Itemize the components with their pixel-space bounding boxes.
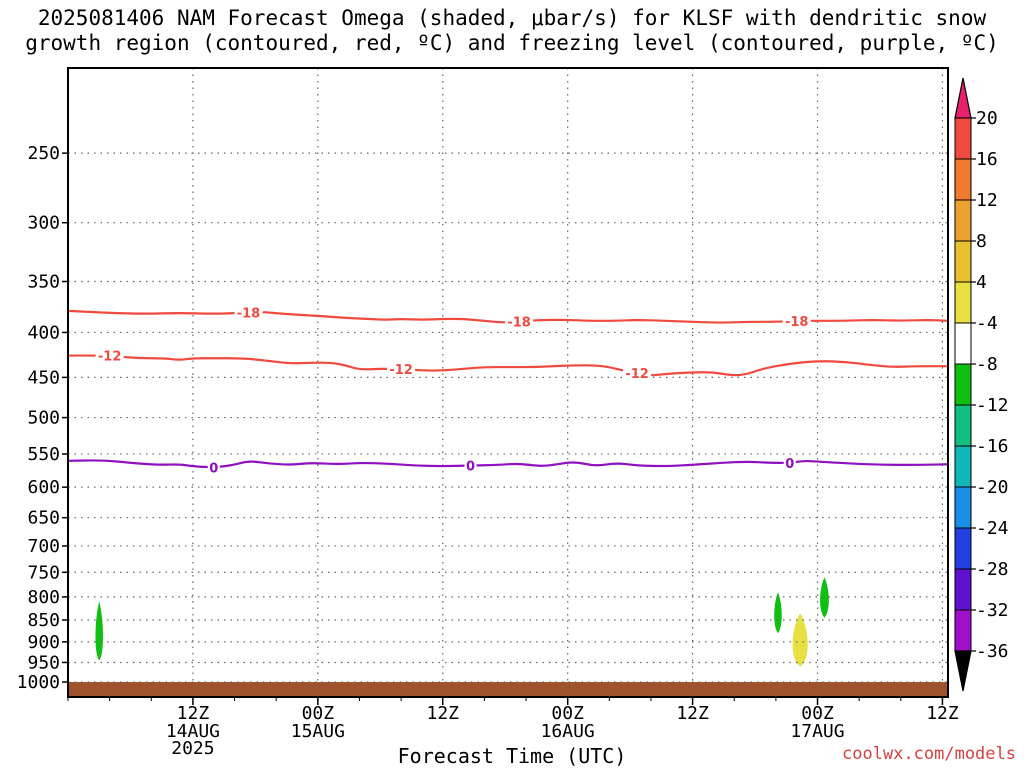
contour-label: 0	[785, 457, 794, 472]
y-tick-label: 1000	[17, 672, 60, 693]
x-tick-label: 00Z	[551, 703, 584, 724]
y-tick-label: 250	[27, 143, 60, 164]
x-tick-date: 14AUG	[166, 721, 220, 742]
omega-neg-right-region	[820, 577, 829, 618]
colorbar-label: -12	[976, 395, 1009, 416]
contour-label-bg	[95, 347, 124, 364]
contour-label: 0	[466, 460, 475, 475]
terrain-fill	[68, 682, 948, 697]
contour-line--12	[68, 354, 948, 377]
contour-label: -12	[389, 363, 413, 378]
colorbar-label: 20	[976, 108, 998, 129]
colorbar-label: -28	[976, 559, 1009, 580]
colorbar-swatch	[954, 609, 972, 652]
y-tick-label: 700	[27, 536, 60, 557]
plot-border	[67, 67, 949, 698]
contour-layer: -18 -18 -18 -12 -12 -12 0 0 0	[67, 304, 949, 477]
omega-shading-layer	[95, 577, 829, 667]
x-tick-label: 12Z	[926, 703, 959, 724]
contour-label: -12	[98, 350, 122, 365]
contour-label: 0	[209, 462, 218, 477]
colorbar-swatch	[954, 117, 972, 160]
contour-label-bg	[207, 459, 220, 476]
colorbar: 20 16 12 8 4 -4 -8 -12 -16 -20 -24 -28 -32 -36	[954, 77, 1009, 692]
contour-label: -18	[785, 315, 809, 330]
y-tick-label: 350	[27, 272, 60, 293]
contour-label-bg	[623, 365, 652, 382]
x-tick-date: 17AUG	[790, 721, 844, 742]
y-tick-label: 900	[27, 632, 60, 653]
y-tick-label: 750	[27, 562, 60, 583]
omega-pos-region	[792, 613, 808, 667]
contour-line-0	[67, 459, 949, 469]
colorbar-swatch	[954, 240, 972, 283]
y-tick-label: 300	[27, 213, 60, 234]
omega-neg-mid-region	[774, 592, 782, 634]
credit-link[interactable]: coolwx.com/models	[842, 744, 1016, 764]
contour-label-bg	[782, 312, 811, 329]
colorbar-swatch	[954, 281, 972, 324]
colorbar-swatch	[954, 404, 972, 447]
x-tick-label: 12Z	[427, 703, 460, 724]
y-tick-label: 600	[27, 477, 60, 498]
colorbar-label: 4	[976, 272, 987, 293]
colorbar-arrow-top	[954, 77, 972, 119]
y-tick-label: 800	[27, 587, 60, 608]
colorbar-label: -24	[976, 518, 1009, 539]
x-tick-label: 12Z	[177, 703, 210, 724]
x-tick-date: 15AUG	[291, 721, 345, 742]
colorbar-arrow-bottom	[954, 650, 972, 692]
colorbar-swatch	[954, 363, 972, 406]
colorbar-swatch	[954, 445, 972, 488]
colorbar-label: -20	[976, 477, 1009, 498]
colorbar-label: 8	[976, 231, 987, 252]
colorbar-label: -8	[976, 354, 998, 375]
contour-label-bg	[234, 304, 263, 321]
colorbar-label: -32	[976, 600, 1009, 621]
colorbar-swatch	[954, 527, 972, 570]
colorbar-label: -4	[976, 313, 998, 334]
colorbar-swatch	[954, 322, 972, 365]
colorbar-label: 12	[976, 190, 998, 211]
colorbar-swatch	[954, 486, 972, 529]
contour-label: -18	[507, 315, 531, 330]
x-axis-title: Forecast Time (UTC)	[397, 744, 627, 768]
contour-label: -12	[625, 367, 649, 382]
y-tick-label: 500	[27, 408, 60, 429]
colorbar-label: 16	[976, 149, 998, 170]
y-tick-label: 650	[27, 508, 60, 529]
colorbar-swatch	[954, 158, 972, 201]
omega-neg-left-region	[95, 601, 104, 661]
y-tick-label: 550	[27, 444, 60, 465]
y-tick-label: 850	[27, 610, 60, 631]
contour-label-bg	[783, 454, 796, 471]
contour-label-bg	[464, 457, 477, 474]
x-tick-label: 00Z	[801, 703, 834, 724]
plot-frame	[67, 67, 949, 698]
x-tick-label: 00Z	[302, 703, 335, 724]
y-tick-label: 450	[27, 367, 60, 388]
colorbar-label: -36	[976, 641, 1009, 662]
title-line-1: 2025081406 NAM Forecast Omega (shaded, μ…	[37, 6, 987, 30]
y-tick-label: 400	[27, 322, 60, 343]
title-line-2: growth region (contoured, red, ºC) and f…	[25, 31, 999, 55]
x-tick-date: 16AUG	[541, 721, 595, 742]
grid-layer	[68, 68, 948, 697]
colorbar-swatch	[954, 568, 972, 611]
x-tick-label: 12Z	[676, 703, 709, 724]
y-tick-label: 950	[27, 652, 60, 673]
contour-label-bg	[387, 360, 416, 377]
x-tick-year: 2025	[171, 738, 214, 759]
y-axis: 2503003504004505005506006507007508008509…	[17, 143, 68, 693]
chart-title: 2025081406 NAM Forecast Omega (shaded, μ…	[0, 6, 1024, 56]
colorbar-label: -16	[976, 436, 1009, 457]
contour-label-bg	[505, 313, 534, 330]
contour-label: -18	[237, 307, 261, 322]
colorbar-swatch	[954, 199, 972, 242]
terrain-layer	[68, 682, 948, 697]
